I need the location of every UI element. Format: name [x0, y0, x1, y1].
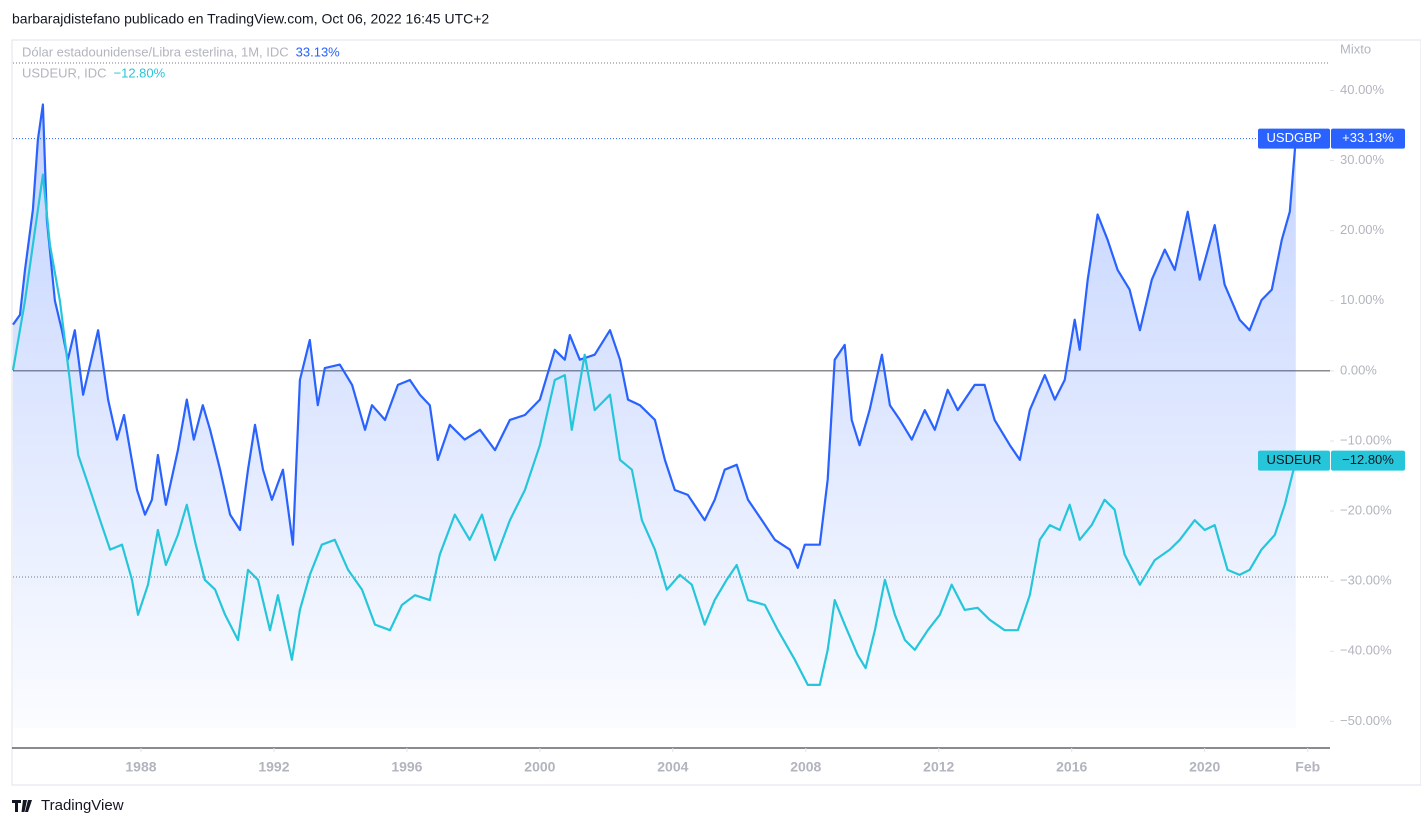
series-tag-name: USDGBP [1267, 130, 1322, 145]
x-tick-label: 2000 [524, 759, 555, 775]
y-tick-label: 30.00% [1340, 152, 1385, 167]
legend-entry[interactable]: Dólar estadounidense/Libra esterlina, 1M… [22, 44, 289, 59]
x-tick-label: 2020 [1189, 759, 1220, 775]
series-tag [1258, 128, 1330, 149]
y-tick-label: 20.00% [1340, 222, 1385, 237]
scale-mode[interactable]: Mixto [1340, 41, 1371, 56]
y-tick-label: −30.00% [1340, 573, 1392, 588]
x-tick-label: 2004 [657, 759, 688, 775]
y-tick-label: 40.00% [1340, 82, 1385, 97]
y-tick-label: −40.00% [1340, 643, 1392, 658]
chart-frame [11, 39, 1421, 786]
footer-brand: TradingView [41, 797, 124, 814]
y-tick-label: 10.00% [1340, 292, 1385, 307]
plot [11, 103, 1330, 728]
x-tick-label: 2012 [923, 759, 954, 775]
footer: TradingView [12, 797, 124, 814]
x-tick-label: Feb [1295, 759, 1320, 775]
logo [12, 800, 32, 812]
publish-header: barbarajdistefano publicado en TradingVi… [12, 11, 489, 27]
x-tick-label: 1988 [125, 759, 156, 775]
x-tick-label: 1992 [258, 759, 289, 775]
y-tick-label: −10.00% [1340, 432, 1392, 447]
x-tick-label: 2008 [790, 759, 821, 775]
value-tag-label: +33.13% [1342, 130, 1394, 145]
value-tag-label: −12.80% [1342, 452, 1394, 467]
series-line [12, 103, 1297, 569]
y-tick-label: −50.00% [1340, 713, 1392, 728]
legend-value: −12.80% [114, 65, 166, 80]
series-tag [1258, 450, 1330, 471]
area-fill [13, 104, 1296, 728]
legend-value: 33.13% [296, 44, 341, 59]
series-tag-name: USDEUR [1267, 452, 1322, 467]
value-tag [1331, 450, 1405, 471]
legend-entry[interactable]: USDEUR, IDC [22, 65, 107, 80]
x-tick-label: 1996 [391, 759, 422, 775]
y-tick-label: 0.00% [1340, 362, 1377, 377]
value-tag [1331, 128, 1405, 149]
x-tick-label: 2016 [1056, 759, 1087, 775]
series-line [11, 173, 1297, 686]
y-tick-label: −20.00% [1340, 503, 1392, 518]
